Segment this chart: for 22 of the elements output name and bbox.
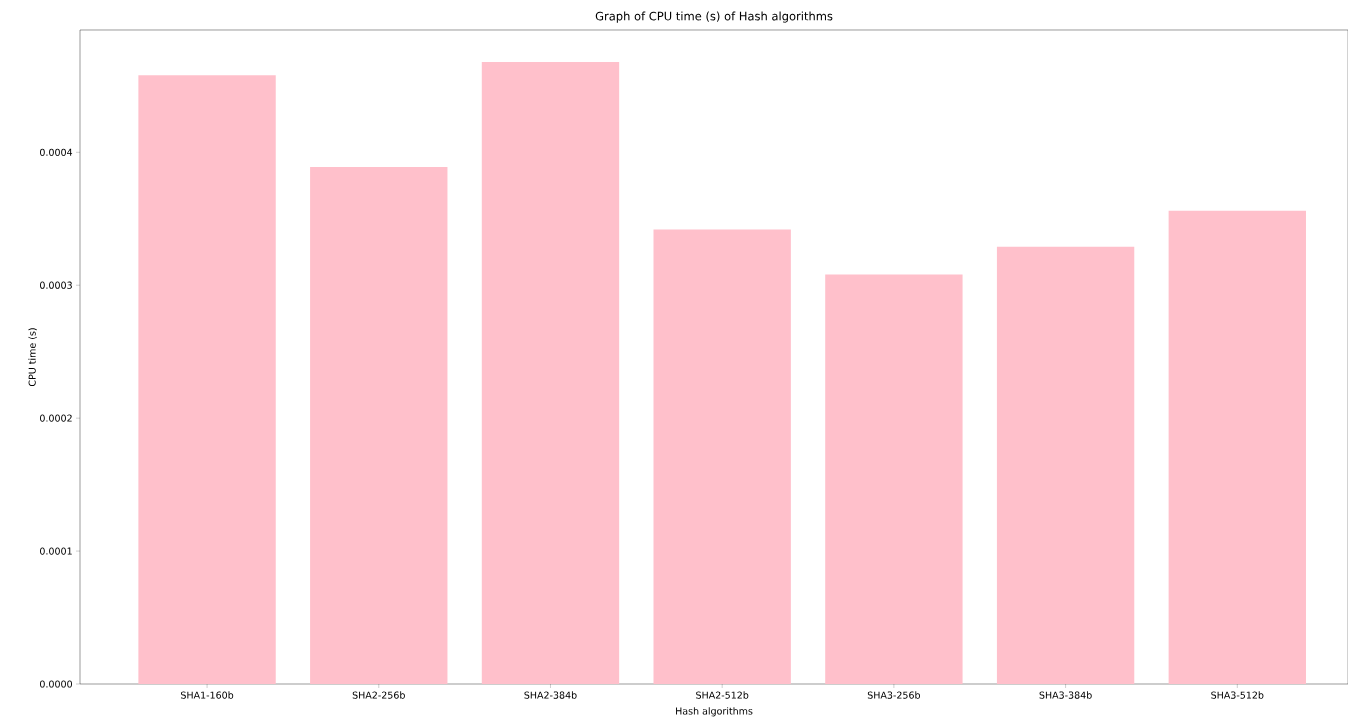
y-tick-label: 0.0002 (40, 414, 72, 422)
x-tick-label: SHA3-256b (867, 691, 921, 699)
x-tick-label: SHA1-160b (181, 691, 234, 699)
x-axis-title: Hash algorithms (676, 707, 753, 717)
bar (138, 75, 276, 684)
bar (825, 274, 963, 684)
chart-title: Graph of CPU time (s) of Hash algorithms (595, 11, 833, 23)
y-tick-label: 0.0001 (40, 547, 72, 555)
y-axis-title: CPU time (s) (28, 328, 37, 387)
y-tick-label: 0.0000 (40, 680, 72, 688)
bar (1168, 210, 1306, 684)
x-tick-label: SHA2-384b (524, 691, 577, 699)
x-tick-label: SHA2-256b (352, 691, 405, 699)
y-tick-label: 0.0004 (40, 148, 73, 156)
x-tick-label: SHA2-512b (696, 691, 749, 699)
bar (996, 246, 1135, 684)
y-tick-label: 0.0003 (40, 281, 72, 289)
bar (481, 61, 620, 684)
x-tick-label: SHA3-512b (1211, 691, 1264, 699)
x-tick-label: SHA3-384b (1039, 691, 1092, 699)
bar (310, 166, 448, 684)
bar (653, 229, 791, 684)
